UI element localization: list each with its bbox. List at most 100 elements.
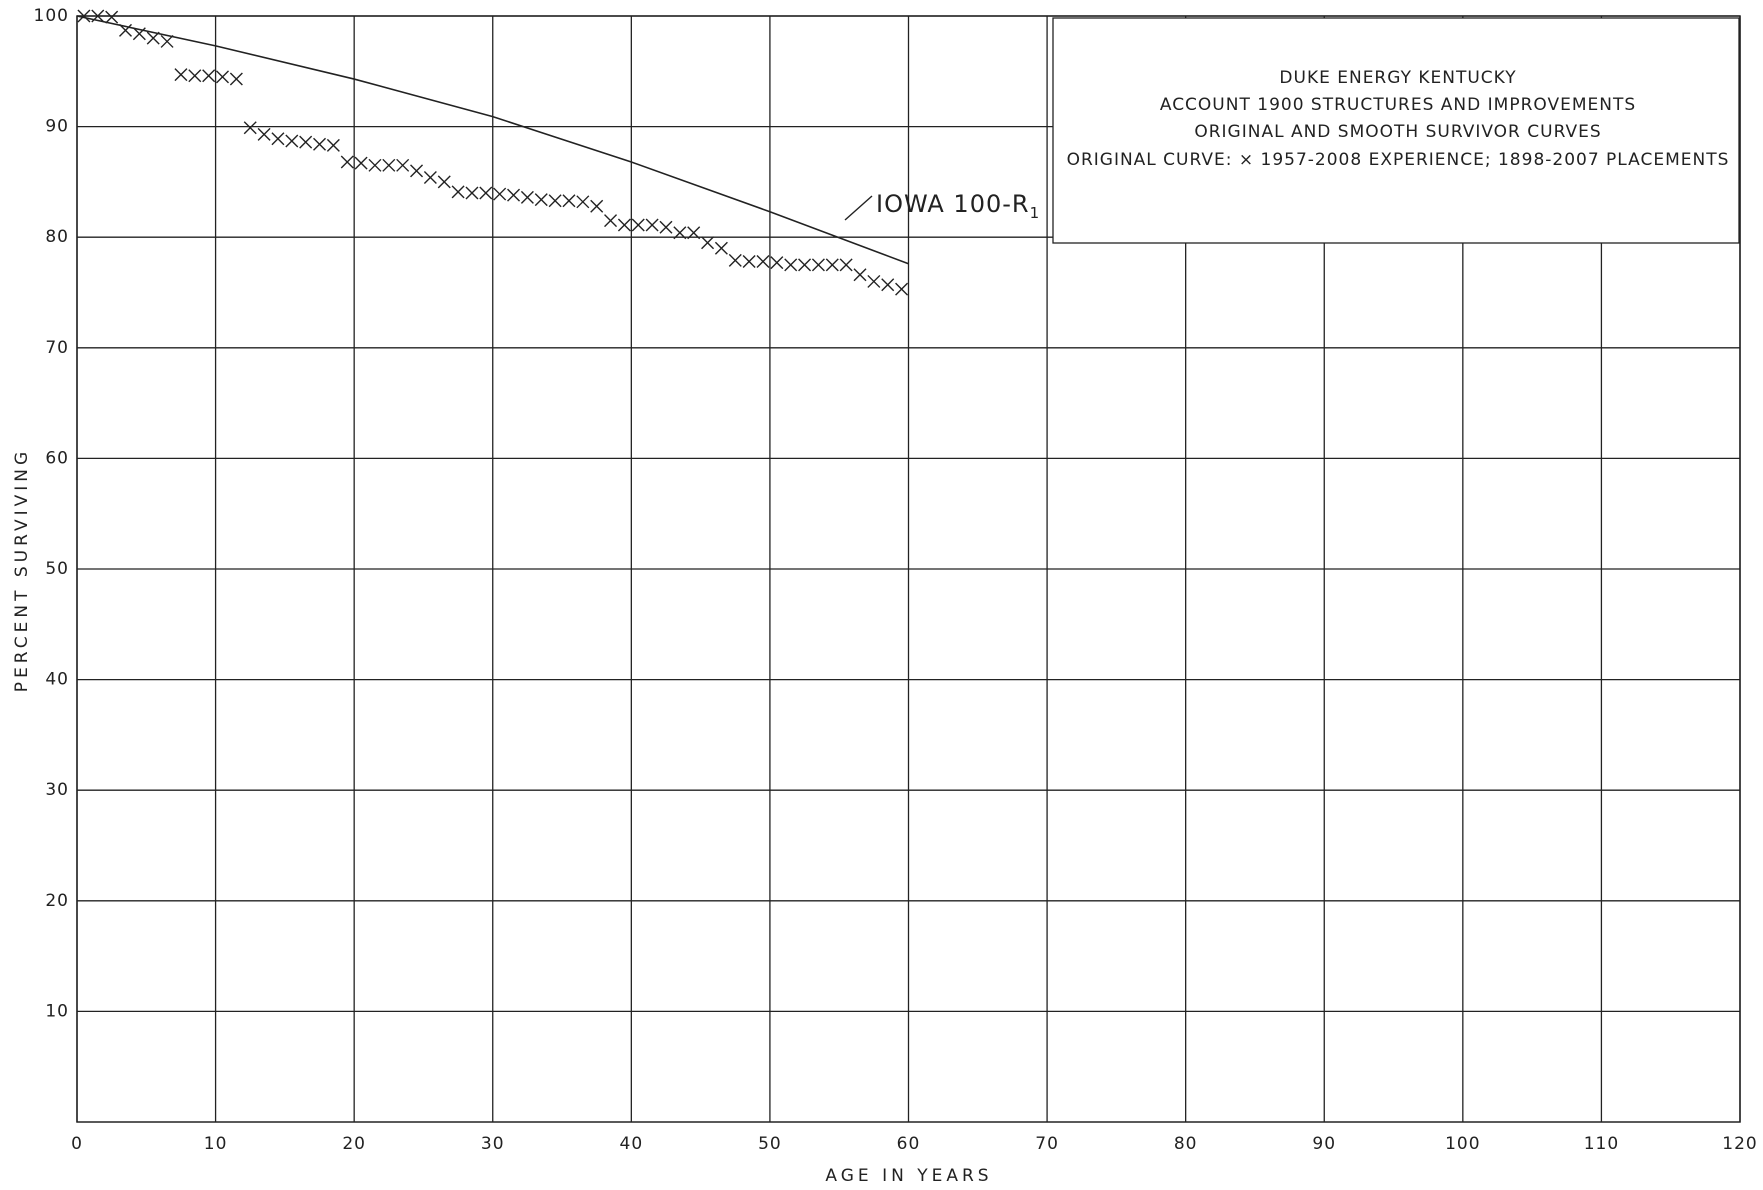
annotation-text: IOWA 100-R [876, 190, 1030, 218]
marker-stroke [105, 10, 119, 24]
marker-stroke [174, 68, 188, 82]
marker-stroke [853, 268, 867, 282]
marker-stroke [604, 214, 618, 228]
y-tick-label: 100 [34, 6, 69, 26]
title-line: ACCOUNT 1900 STRUCTURES AND IMPROVEMENTS [1160, 95, 1636, 115]
marker-stroke [756, 255, 770, 269]
annotation-leader [844, 195, 873, 221]
marker-stroke [867, 274, 881, 288]
marker-stroke [423, 170, 437, 184]
y-tick-label: 60 [45, 448, 69, 468]
marker-stroke [811, 258, 825, 272]
x-marker [105, 10, 119, 24]
y-tick-label: 50 [45, 559, 69, 579]
marker-stroke [396, 158, 410, 172]
marker-stroke [825, 258, 839, 272]
x-marker [243, 121, 257, 135]
x-marker [437, 175, 451, 189]
y-axis-label: PERCENT SURVIVING [12, 448, 32, 692]
marker-stroke [410, 164, 424, 178]
marker-stroke [368, 158, 382, 172]
marker-stroke [590, 199, 604, 213]
annotation: IOWA 100-R1 [876, 190, 1040, 222]
marker-stroke [146, 31, 160, 45]
y-tick-label: 20 [45, 891, 69, 911]
title-line: DUKE ENERGY KENTUCKY [1279, 68, 1516, 88]
marker-stroke [216, 70, 230, 84]
x-marker [673, 226, 687, 240]
x-marker [590, 199, 604, 213]
marker-stroke [299, 135, 313, 149]
x-marker [465, 186, 479, 200]
x-marker [798, 258, 812, 272]
marker-stroke [313, 137, 327, 151]
x-marker [659, 220, 673, 234]
x-marker [867, 274, 881, 288]
marker-stroke [714, 241, 728, 255]
marker-stroke [340, 155, 354, 169]
y-tick-label: 40 [45, 670, 69, 690]
annotation-subscript: 1 [1030, 204, 1041, 222]
x-marker [742, 255, 756, 269]
x-tick-label: 110 [1584, 1134, 1619, 1154]
x-tick-label: 70 [1035, 1134, 1059, 1154]
x-tick-label: 80 [1174, 1134, 1198, 1154]
x-marker [853, 268, 867, 282]
marker-stroke [562, 194, 576, 208]
x-marker [396, 158, 410, 172]
x-marker [881, 278, 895, 292]
x-marker [687, 226, 701, 240]
marker-stroke [645, 218, 659, 232]
x-marker [479, 186, 493, 200]
marker-stroke [354, 156, 368, 170]
y-tick-label: 10 [45, 1001, 69, 1021]
y-tick-label: 30 [45, 780, 69, 800]
x-marker [423, 170, 437, 184]
x-marker [451, 185, 465, 199]
x-marker [340, 155, 354, 169]
x-marker [895, 282, 909, 296]
x-marker [548, 194, 562, 208]
x-marker [507, 188, 521, 202]
x-marker [202, 69, 216, 83]
title-line: ORIGINAL CURVE: × 1957-2008 EXPERIENCE; … [1067, 150, 1730, 170]
x-tick-label: 60 [897, 1134, 921, 1154]
marker-stroke [493, 187, 507, 201]
marker-stroke [520, 190, 534, 204]
marker-stroke [548, 194, 562, 208]
x-marker [714, 241, 728, 255]
x-marker [382, 158, 396, 172]
x-tick-label: 120 [1722, 1134, 1757, 1154]
x-marker [216, 70, 230, 84]
marker-stroke [382, 158, 396, 172]
x-marker [728, 253, 742, 267]
x-marker [825, 258, 839, 272]
marker-stroke [798, 258, 812, 272]
x-marker [493, 187, 507, 201]
marker-stroke [659, 220, 673, 234]
x-marker [576, 195, 590, 209]
marker-stroke [77, 9, 91, 23]
marker-stroke [465, 186, 479, 200]
marker-stroke [119, 23, 132, 37]
marker-stroke [534, 193, 548, 207]
y-tick-label: 80 [45, 227, 69, 247]
x-marker [617, 218, 631, 232]
marker-stroke [326, 138, 340, 152]
x-marker [756, 255, 770, 269]
x-marker [784, 258, 798, 272]
x-marker [146, 31, 160, 45]
marker-stroke [188, 69, 202, 83]
y-tick-label: 90 [45, 117, 69, 137]
x-marker [631, 218, 645, 232]
x-marker [534, 193, 548, 207]
x-marker [562, 194, 576, 208]
x-tick-label: 50 [758, 1134, 782, 1154]
marker-stroke [437, 175, 451, 189]
x-tick-label: 20 [342, 1134, 366, 1154]
marker-stroke [160, 34, 174, 48]
marker-stroke [617, 218, 631, 232]
marker-stroke [479, 186, 493, 200]
